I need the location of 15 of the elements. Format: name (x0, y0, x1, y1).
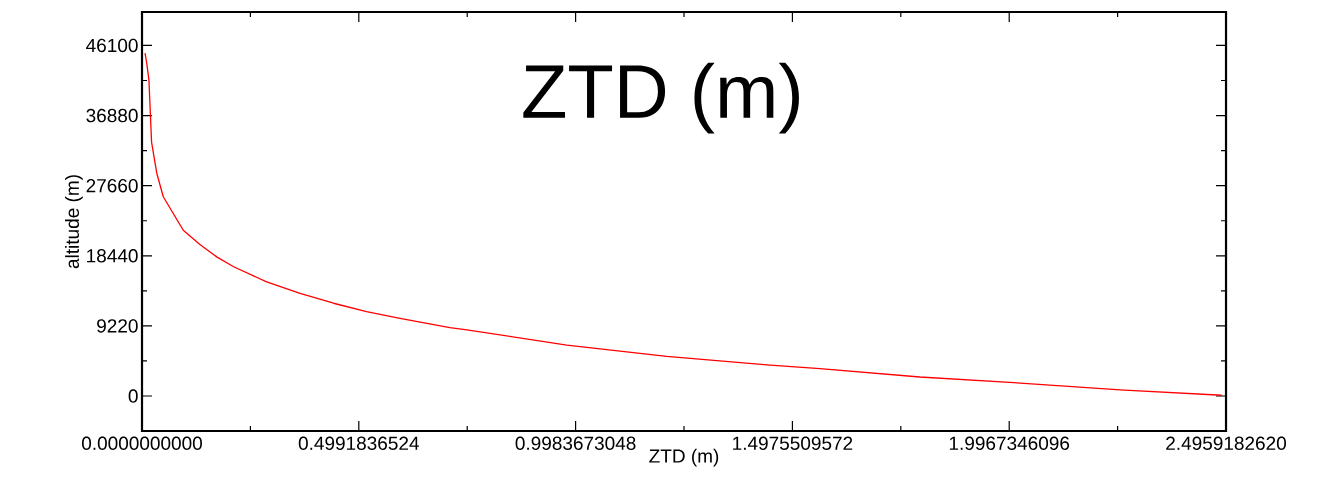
x-tick-label: 1.4975509572 (733, 436, 853, 450)
x-tick-label: 0.9983673048 (515, 436, 636, 450)
x-tick-label: 0.4991836524 (298, 436, 419, 450)
y-tick-label: 36880 (86, 108, 138, 123)
y-axis-title: altitude (m) (65, 175, 83, 269)
x-axis-title: ZTD (m) (649, 448, 719, 467)
y-tick-label: 18440 (87, 249, 138, 263)
y-tick-label: 0 (128, 389, 138, 403)
y-tick-label: 9220 (97, 319, 138, 333)
text: ZTD (m) (523, 62, 799, 134)
y-tick-label: 27660 (86, 178, 138, 193)
y-tick-label: 46100 (86, 38, 138, 53)
x-tick-label: 1.9967346096 (949, 436, 1070, 450)
x-tick-label: 0.0000000000 (81, 436, 202, 450)
x-tick-label: 2.4959182620 (1166, 436, 1286, 450)
